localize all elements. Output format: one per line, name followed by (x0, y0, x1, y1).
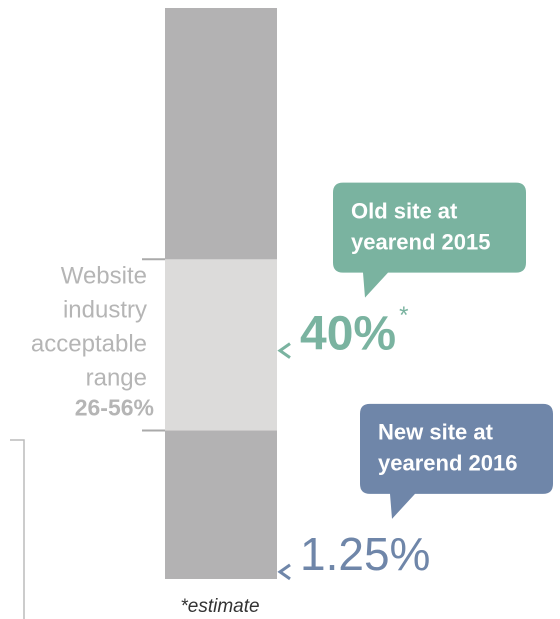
value-label: 1.25% (300, 528, 430, 580)
callout-bubble (333, 182, 526, 298)
callout-bubble (360, 403, 553, 519)
range-text: range (86, 365, 147, 392)
value-label: 40% (300, 307, 396, 360)
callout-text: yearend 2016 (378, 451, 517, 476)
callout-text: yearend 2015 (351, 229, 490, 254)
frame-edge (10, 439, 25, 619)
marker-chevron (277, 342, 291, 359)
range-label: 26-56% (75, 394, 154, 420)
callout-text: New site at (378, 420, 494, 445)
marker-chevron (277, 563, 291, 581)
footnote: *estimate (180, 596, 259, 617)
callout-text: Old site at (351, 198, 458, 223)
range-text: industry (63, 297, 147, 324)
range-text: Website (61, 263, 147, 290)
value-note: * (399, 302, 408, 329)
range-text: acceptable (31, 331, 147, 358)
range-band (165, 259, 277, 431)
